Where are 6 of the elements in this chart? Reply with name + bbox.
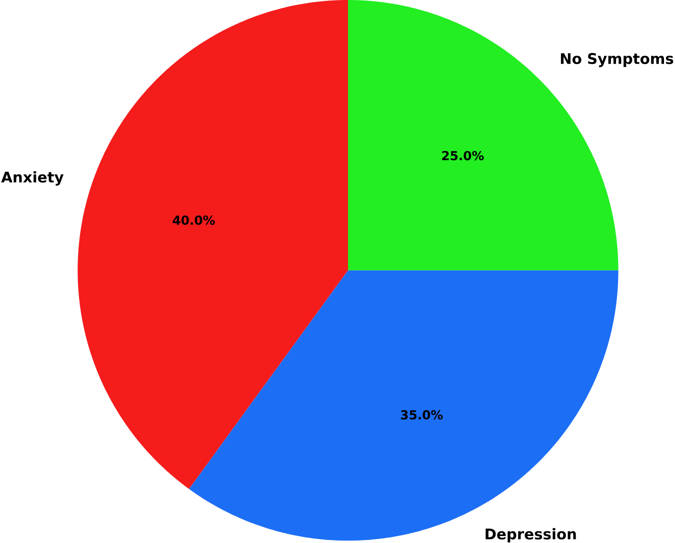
data-label: 25.0% [442,150,484,160]
data-label: 40.0% [172,215,215,225]
slice-label: No Symptoms [560,52,674,67]
slice-label: Depression [486,528,576,542]
slice-label: Anxiety [1,171,64,186]
data-label: 35.0% [400,410,443,420]
